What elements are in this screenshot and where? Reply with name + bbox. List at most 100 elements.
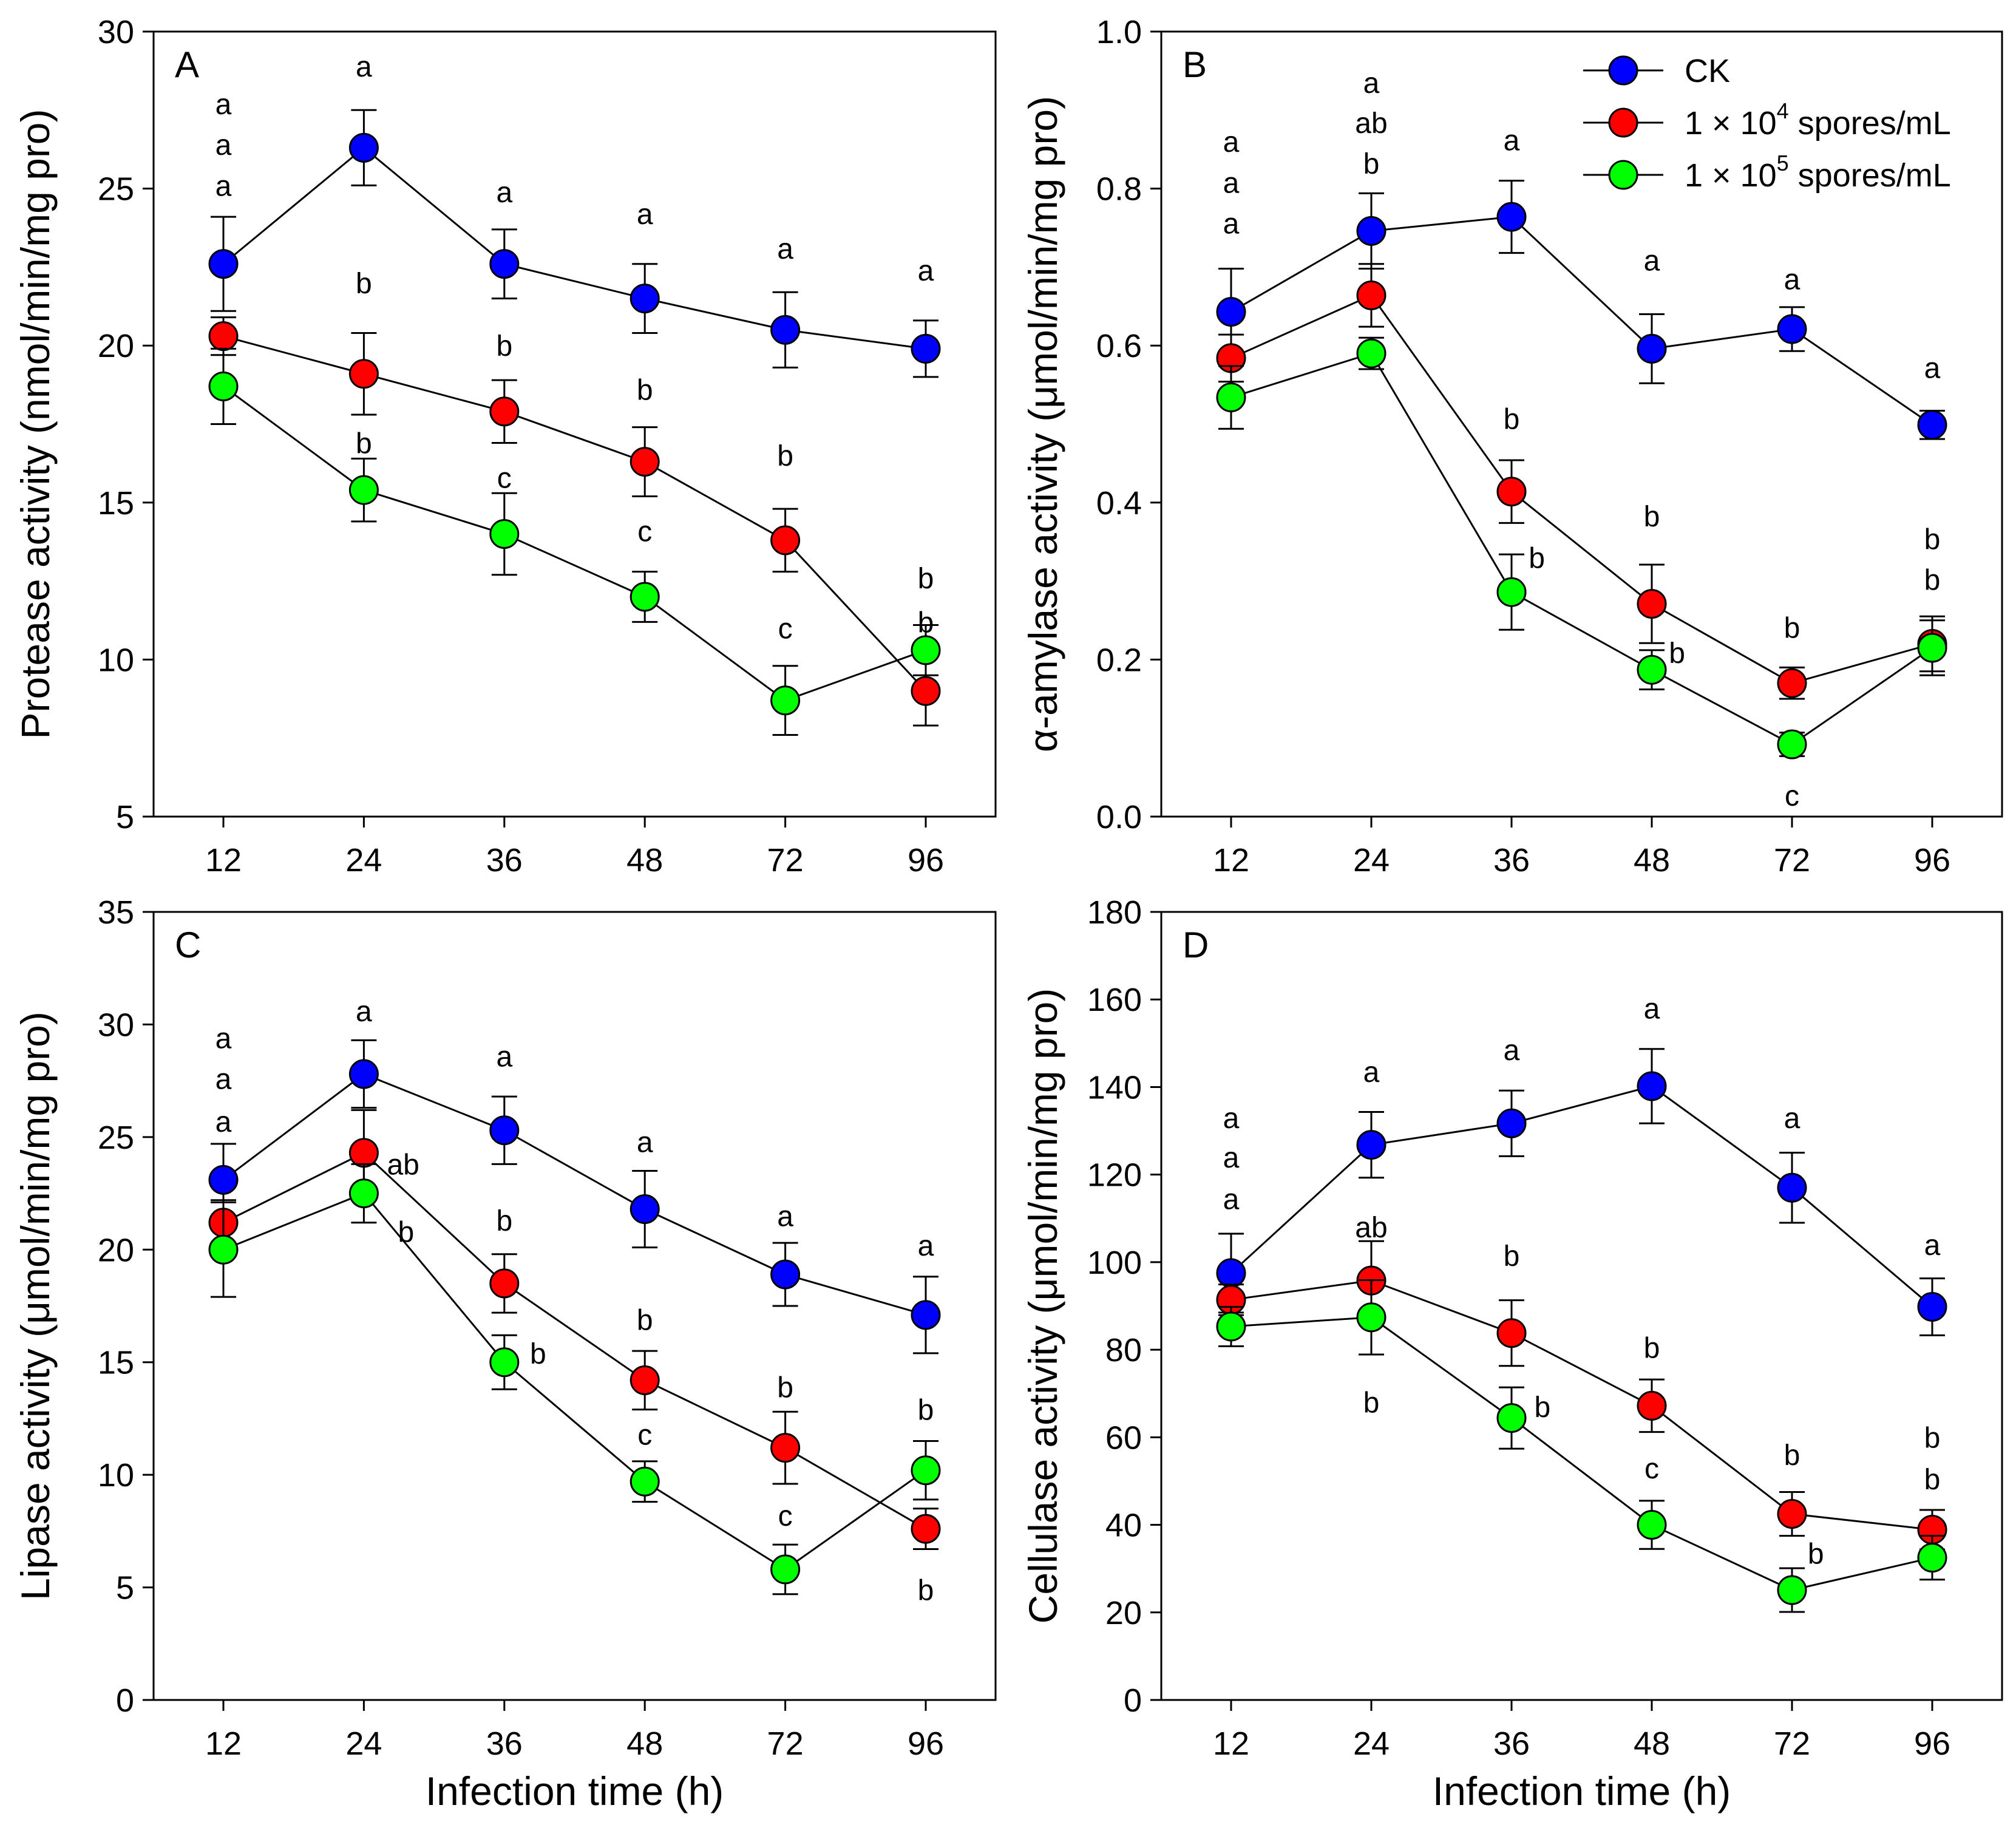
panel-d-series-s4-point <box>1777 1499 1807 1529</box>
panel-a-series-s5-point <box>630 582 660 612</box>
panel-a-series-s5-point <box>348 475 379 505</box>
panel-c-sig-letter: b <box>496 1205 512 1237</box>
panel-b-series-s4-point <box>1637 589 1667 619</box>
panel-d-ytick-label: 20 <box>1105 1595 1142 1631</box>
panel-c-frame <box>152 911 997 1701</box>
panel-b-ytick-label: 0.4 <box>1096 485 1142 522</box>
panel-a-sig-letter: b <box>356 428 372 460</box>
panel-a-ytick-label: 10 <box>98 642 134 678</box>
legend-s4-suffix: spores/mL <box>1789 105 1951 141</box>
panel-c-sig-letter: a <box>637 1126 653 1158</box>
panel-d-ytick-label: 0 <box>1124 1682 1142 1719</box>
panel-c-xtick-label: 72 <box>767 1725 804 1762</box>
panel-c-xlabel: Infection time (h) <box>426 1769 724 1814</box>
panel-d-sig-letter: c <box>1644 1453 1659 1485</box>
panel-c-sig-letter: a <box>496 1041 512 1073</box>
panel-b-sig-letter: a <box>1363 67 1380 100</box>
panel-b-ytick-label: 1.0 <box>1096 14 1142 50</box>
panel-d-series-s4-point <box>1496 1318 1527 1348</box>
panel-a-xtick-label: 72 <box>767 842 804 879</box>
panel-d-sig-letter: b <box>1784 1440 1800 1472</box>
panel-a-series-s5-point <box>770 685 801 716</box>
panel-b-series-ck-point <box>1356 216 1386 246</box>
panel-a-sig-letter: c <box>637 515 652 548</box>
panel-c-sig-letter: a <box>356 996 372 1028</box>
panel-b-ytick-label: 0.2 <box>1096 642 1142 678</box>
panel-d-ytick-label: 40 <box>1105 1508 1142 1544</box>
panel-a-sig-letter: c <box>497 462 512 494</box>
panel-d-xtick-label: 12 <box>1213 1725 1249 1762</box>
panel-b-sig-letter: b <box>1784 612 1800 644</box>
panel-a-series-s5-point <box>489 519 520 549</box>
panel-a-series-ck-line <box>223 146 926 350</box>
legend-s5-suffix: spores/mL <box>1789 157 1951 194</box>
panel-d-sig-letter: a <box>1223 1103 1240 1135</box>
panel-c: 0 5 10 15 20 25 30 35 12 24 36 48 72 96 Lipase activit… <box>13 894 997 1814</box>
panel-a-series-s4-line <box>223 335 927 692</box>
panel-c-xtick-label: 12 <box>205 1725 242 1762</box>
panel-c-sig-letter: ab <box>387 1149 419 1181</box>
panel-c-sig-letter: a <box>216 1106 232 1138</box>
panel-b-sig-letter: c <box>1785 780 1799 812</box>
legend-s5-exp: 5 <box>1777 151 1789 175</box>
panel-d-sig-letter: a <box>1644 993 1660 1025</box>
panel-c-series-ck-line <box>223 1073 926 1316</box>
panel-d-ylabel: Cellulase activity (μmol/min/mg pro) <box>1020 988 1065 1624</box>
panel-d-series-ck-point <box>1777 1172 1807 1203</box>
panel-c-series-s5-point <box>770 1554 801 1585</box>
panel-b-series-s4-point <box>1356 280 1386 310</box>
panel-c-xtick-label: 24 <box>345 1725 382 1762</box>
panel-d-series-ck-point <box>1356 1130 1386 1160</box>
panel-c-xtick-label: 96 <box>908 1725 944 1762</box>
panel-a-xtick-label: 36 <box>486 842 523 879</box>
panel-a-series-ck-point <box>348 132 379 163</box>
panel-c-sig-letter: b <box>530 1338 546 1370</box>
panel-a-series-s4-point <box>630 447 660 477</box>
panel-d-series-ck-point <box>1637 1071 1667 1101</box>
panel-c-ytick-label: 30 <box>98 1007 134 1043</box>
panel-d-frame <box>1160 911 2003 1701</box>
panel-a-xtick-label: 48 <box>626 842 663 879</box>
panel-d-series-s4-line <box>1230 1279 1933 1531</box>
panel-d-xtick-label: 24 <box>1353 1725 1390 1762</box>
panel-d-sig-letter: a <box>1223 1183 1240 1215</box>
panel-b-series-s5-point <box>1777 729 1807 760</box>
panel-d-sig-letter: a <box>1363 1056 1380 1089</box>
panel-c-xtick-label: 36 <box>486 1725 523 1762</box>
panel-d-series-s5-point <box>1637 1510 1667 1540</box>
panel-d-sig-letter: b <box>1808 1538 1824 1570</box>
panel-d-series-ck-point <box>1216 1258 1246 1288</box>
panel-a-xtick-label: 12 <box>205 842 242 879</box>
panel-a-ytick-label: 25 <box>98 171 134 208</box>
panel-c-sig-letter: b <box>398 1217 414 1249</box>
panel-c-sig-letter: b <box>918 1574 934 1606</box>
panel-b-sig-letter: a <box>1644 245 1660 277</box>
panel-a-series-ck-point <box>911 333 941 364</box>
panel-d-series-s5-point <box>1917 1543 1947 1573</box>
panel-b-xtick-label: 12 <box>1213 842 1249 879</box>
panel-b-series-s5-point <box>1917 633 1947 663</box>
panel-b-series-s5-line <box>1230 352 1933 746</box>
panel-a-letter: A <box>175 44 199 85</box>
panel-d-sig-letter: b <box>1644 1333 1660 1365</box>
panel-d-series-s5-point <box>1777 1575 1807 1605</box>
panel-c-series-s4-line <box>223 1152 926 1530</box>
panel-c-series-ck-point <box>911 1300 941 1330</box>
panel-a-sig-letter: b <box>496 330 512 362</box>
panel-a-series-s5-point <box>208 371 239 401</box>
panel-a-sig-letter: b <box>777 440 793 472</box>
legend: CK 1 × 104 spores/mL 1 × 105 spores/mL <box>1583 53 1951 194</box>
panel-a-series-ck-point <box>770 314 801 345</box>
panel-a-ytick-label: 5 <box>116 799 134 835</box>
panel-c-series-s4-point <box>911 1514 941 1544</box>
panel-a-ytick-label: 30 <box>98 14 134 50</box>
panel-c-series-ck-point <box>770 1259 801 1290</box>
panel-b-sig-letter: b <box>1529 542 1545 574</box>
panel-b-xtick-label: 96 <box>1914 842 1950 879</box>
panel-d-ytick-label: 60 <box>1105 1419 1142 1456</box>
panel-b-ytick-label: 0.6 <box>1096 328 1142 364</box>
panel-c-sig-letter: b <box>637 1304 653 1336</box>
panel-c-series-ck-point <box>489 1115 520 1146</box>
panel-b-letter: B <box>1183 44 1207 85</box>
